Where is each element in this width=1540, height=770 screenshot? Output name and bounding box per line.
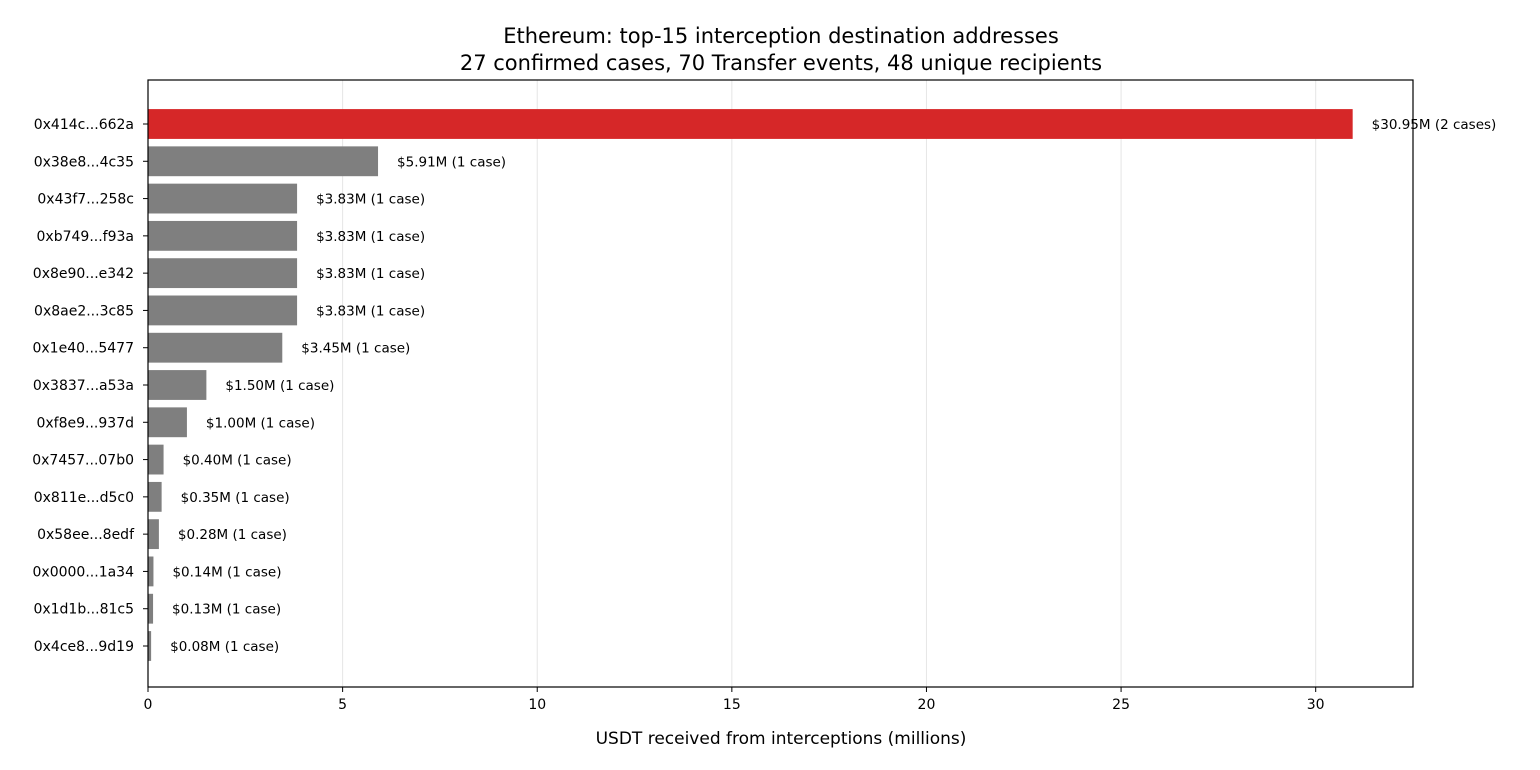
y-tick-label: 0x8e90...e342 [33, 266, 134, 282]
chart-subtitle: 27 confirmed cases, 70 Transfer events, … [460, 51, 1102, 75]
data-label: $1.50M (1 case) [225, 378, 334, 394]
y-tick-label: 0x811e...d5c0 [34, 490, 134, 506]
data-label: $0.28M (1 case) [178, 527, 287, 543]
y-tick-label: 0xf8e9...937d [36, 415, 134, 431]
y-tick-label: 0x1e40...5477 [32, 341, 134, 357]
bar [148, 332, 283, 363]
x-tick-label: 0 [144, 697, 153, 713]
data-label: $0.35M (1 case) [181, 490, 290, 506]
data-label: $0.14M (1 case) [172, 564, 281, 580]
data-label: $30.95M (2 cases) [1372, 117, 1497, 133]
y-tick-label: 0x3837...a53a [33, 378, 134, 394]
data-label: $3.83M (1 case) [316, 229, 425, 245]
bar [148, 556, 154, 587]
bar [148, 370, 207, 400]
data-label: $0.08M (1 case) [170, 639, 279, 655]
gridlines [147, 80, 1317, 687]
bar [148, 258, 298, 289]
bars [148, 109, 1353, 661]
chart-title: Ethereum: top-15 interception destinatio… [503, 24, 1059, 48]
y-axis-ticks: 0x414c...662a 0x38e8...4c35 0x43f7...258c 0… [32, 117, 148, 655]
x-axis-ticks: 0 5 10 15 20 25 30 [144, 687, 1325, 713]
x-tick-label: 5 [338, 697, 347, 713]
data-label: $3.83M (1 case) [316, 266, 425, 282]
bar [148, 444, 164, 475]
bar [148, 183, 298, 214]
data-label: $0.40M (1 case) [183, 453, 292, 469]
data-label: $3.45M (1 case) [301, 341, 410, 357]
x-tick-label: 25 [1112, 697, 1130, 713]
bar [148, 220, 298, 251]
y-tick-label: 0x8ae2...3c85 [34, 303, 134, 319]
x-tick-label: 15 [723, 697, 741, 713]
data-label: $1.00M (1 case) [206, 415, 315, 431]
data-label: $5.91M (1 case) [397, 154, 506, 170]
bar [148, 519, 159, 550]
y-tick-label: 0x414c...662a [34, 117, 134, 133]
y-tick-label: 0xb749...f93a [37, 229, 134, 245]
data-label: $3.83M (1 case) [316, 303, 425, 319]
bar [148, 481, 162, 512]
bar [148, 146, 379, 177]
y-tick-label: 0x58ee...8edf [37, 527, 135, 543]
y-tick-label: 0x38e8...4c35 [34, 154, 134, 170]
y-tick-label: 0x7457...07b0 [32, 453, 134, 469]
y-tick-label: 0x43f7...258c [37, 192, 134, 208]
x-tick-label: 10 [528, 697, 546, 713]
x-axis-label: USDT received from interceptions (millio… [596, 729, 967, 749]
x-tick-label: 20 [918, 697, 936, 713]
bar [148, 407, 187, 438]
bar [148, 631, 152, 661]
data-label: $3.83M (1 case) [316, 192, 425, 208]
bar [148, 109, 1353, 139]
y-tick-label: 0x0000...1a34 [33, 564, 135, 580]
data-label: $0.13M (1 case) [172, 602, 281, 618]
y-tick-label: 0x1d1b...81c5 [33, 602, 134, 618]
x-tick-label: 30 [1307, 697, 1325, 713]
data-labels: $30.95M (2 cases) $5.91M (1 case) $3.83M (… [170, 117, 1496, 655]
plot-frame [147, 79, 1414, 688]
y-tick-label: 0x4ce8...9d19 [34, 639, 134, 655]
bar [148, 295, 298, 326]
bar [148, 593, 154, 624]
